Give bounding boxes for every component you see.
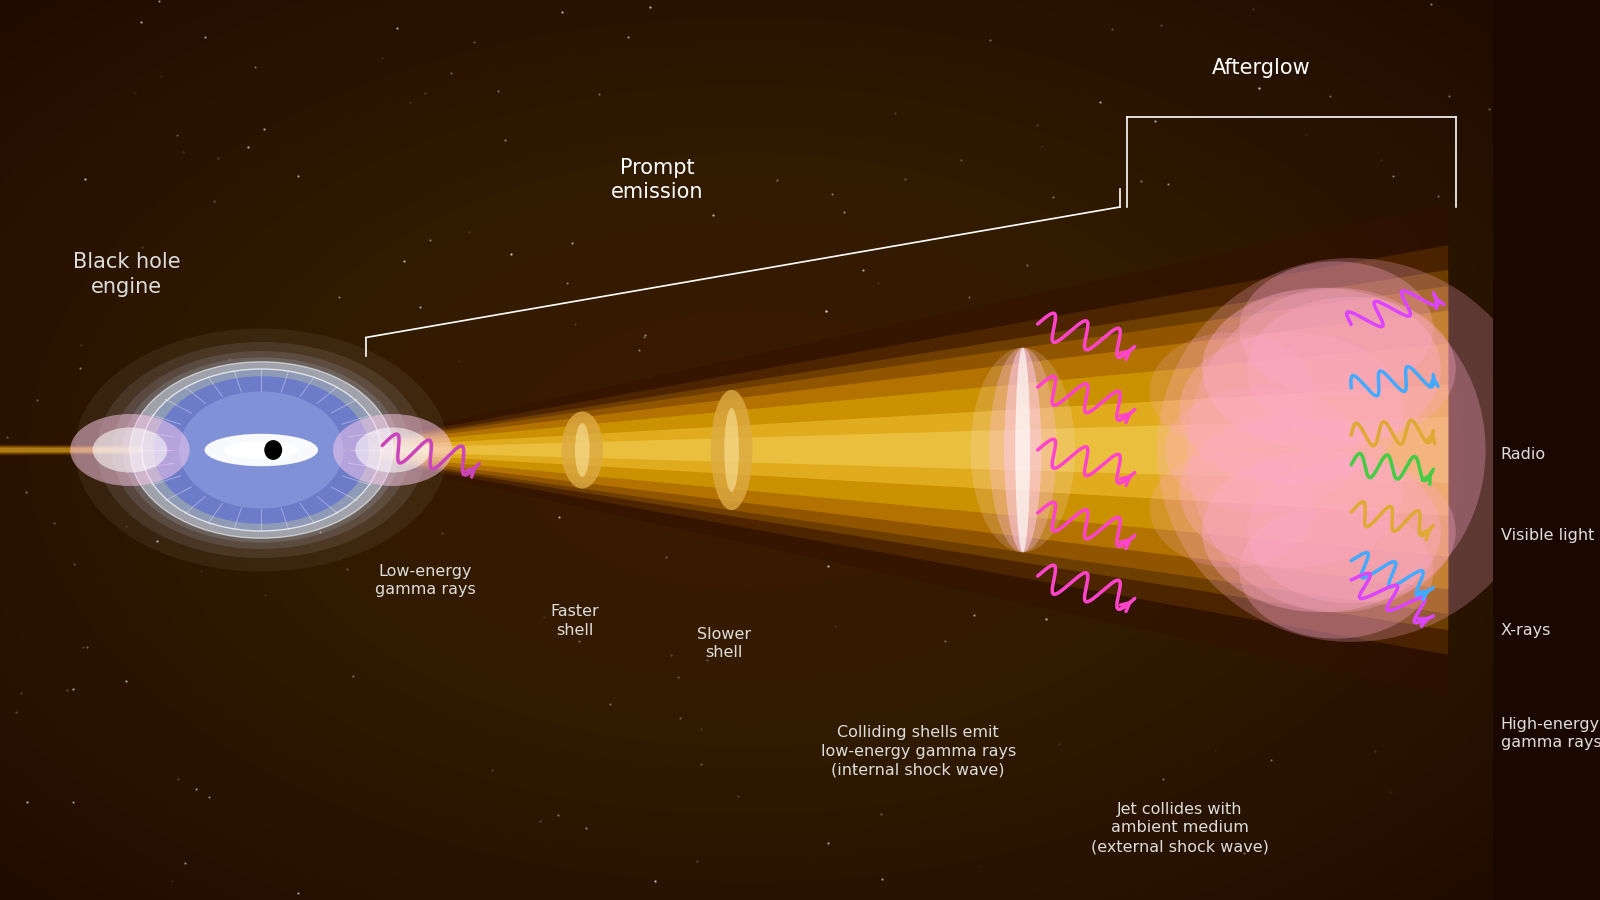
Ellipse shape <box>1016 347 1030 553</box>
Ellipse shape <box>205 434 318 466</box>
Ellipse shape <box>1246 297 1456 441</box>
Polygon shape <box>366 245 1448 655</box>
Ellipse shape <box>989 347 1056 553</box>
Text: Faster
shell: Faster shell <box>550 604 598 638</box>
Ellipse shape <box>1246 459 1456 603</box>
Text: Radio: Radio <box>1501 447 1546 462</box>
Circle shape <box>333 414 453 486</box>
Circle shape <box>93 428 168 473</box>
Text: Colliding shells emit
low-energy gamma rays
(internal shock wave): Colliding shells emit low-energy gamma r… <box>821 725 1016 778</box>
Ellipse shape <box>725 408 739 492</box>
Ellipse shape <box>710 390 752 510</box>
Ellipse shape <box>98 342 426 558</box>
Ellipse shape <box>75 328 448 572</box>
Text: High-energy
gamma rays: High-energy gamma rays <box>1501 716 1600 751</box>
Polygon shape <box>366 310 1448 590</box>
Ellipse shape <box>1187 288 1485 612</box>
Polygon shape <box>366 384 1448 516</box>
Ellipse shape <box>112 351 411 549</box>
Ellipse shape <box>1157 258 1546 642</box>
Ellipse shape <box>562 411 603 489</box>
Polygon shape <box>366 270 1448 630</box>
Text: Afterglow: Afterglow <box>1213 58 1310 77</box>
Ellipse shape <box>1202 450 1440 612</box>
Text: Visible light: Visible light <box>1501 528 1594 543</box>
Text: Jet collides with
ambient medium
(external shock wave): Jet collides with ambient medium (extern… <box>1091 802 1269 854</box>
Circle shape <box>70 414 190 486</box>
Polygon shape <box>0 447 366 453</box>
Polygon shape <box>0 446 366 454</box>
Ellipse shape <box>179 392 344 508</box>
Text: Black hole
engine: Black hole engine <box>74 252 181 297</box>
Ellipse shape <box>1202 288 1440 450</box>
Ellipse shape <box>142 369 381 531</box>
Ellipse shape <box>130 362 392 538</box>
Ellipse shape <box>224 441 299 459</box>
Ellipse shape <box>1150 451 1314 568</box>
Circle shape <box>355 428 430 473</box>
Ellipse shape <box>264 440 282 460</box>
Ellipse shape <box>574 423 590 477</box>
Text: Low-energy
gamma rays: Low-energy gamma rays <box>374 563 475 598</box>
Polygon shape <box>366 344 1448 556</box>
Text: Slower
shell: Slower shell <box>698 626 750 661</box>
Ellipse shape <box>154 376 368 524</box>
Text: Prompt
emission: Prompt emission <box>611 158 702 202</box>
Ellipse shape <box>1240 261 1434 396</box>
Polygon shape <box>0 445 366 455</box>
Ellipse shape <box>1165 387 1358 513</box>
Polygon shape <box>366 286 1448 614</box>
Ellipse shape <box>1179 332 1403 485</box>
Polygon shape <box>366 418 1448 482</box>
Ellipse shape <box>1240 504 1434 639</box>
Ellipse shape <box>123 357 400 543</box>
Ellipse shape <box>1150 332 1314 449</box>
Polygon shape <box>366 204 1448 696</box>
Ellipse shape <box>1179 415 1403 568</box>
Ellipse shape <box>971 347 1075 553</box>
Polygon shape <box>0 446 366 454</box>
Ellipse shape <box>1005 347 1042 553</box>
Text: X-rays: X-rays <box>1501 623 1550 637</box>
